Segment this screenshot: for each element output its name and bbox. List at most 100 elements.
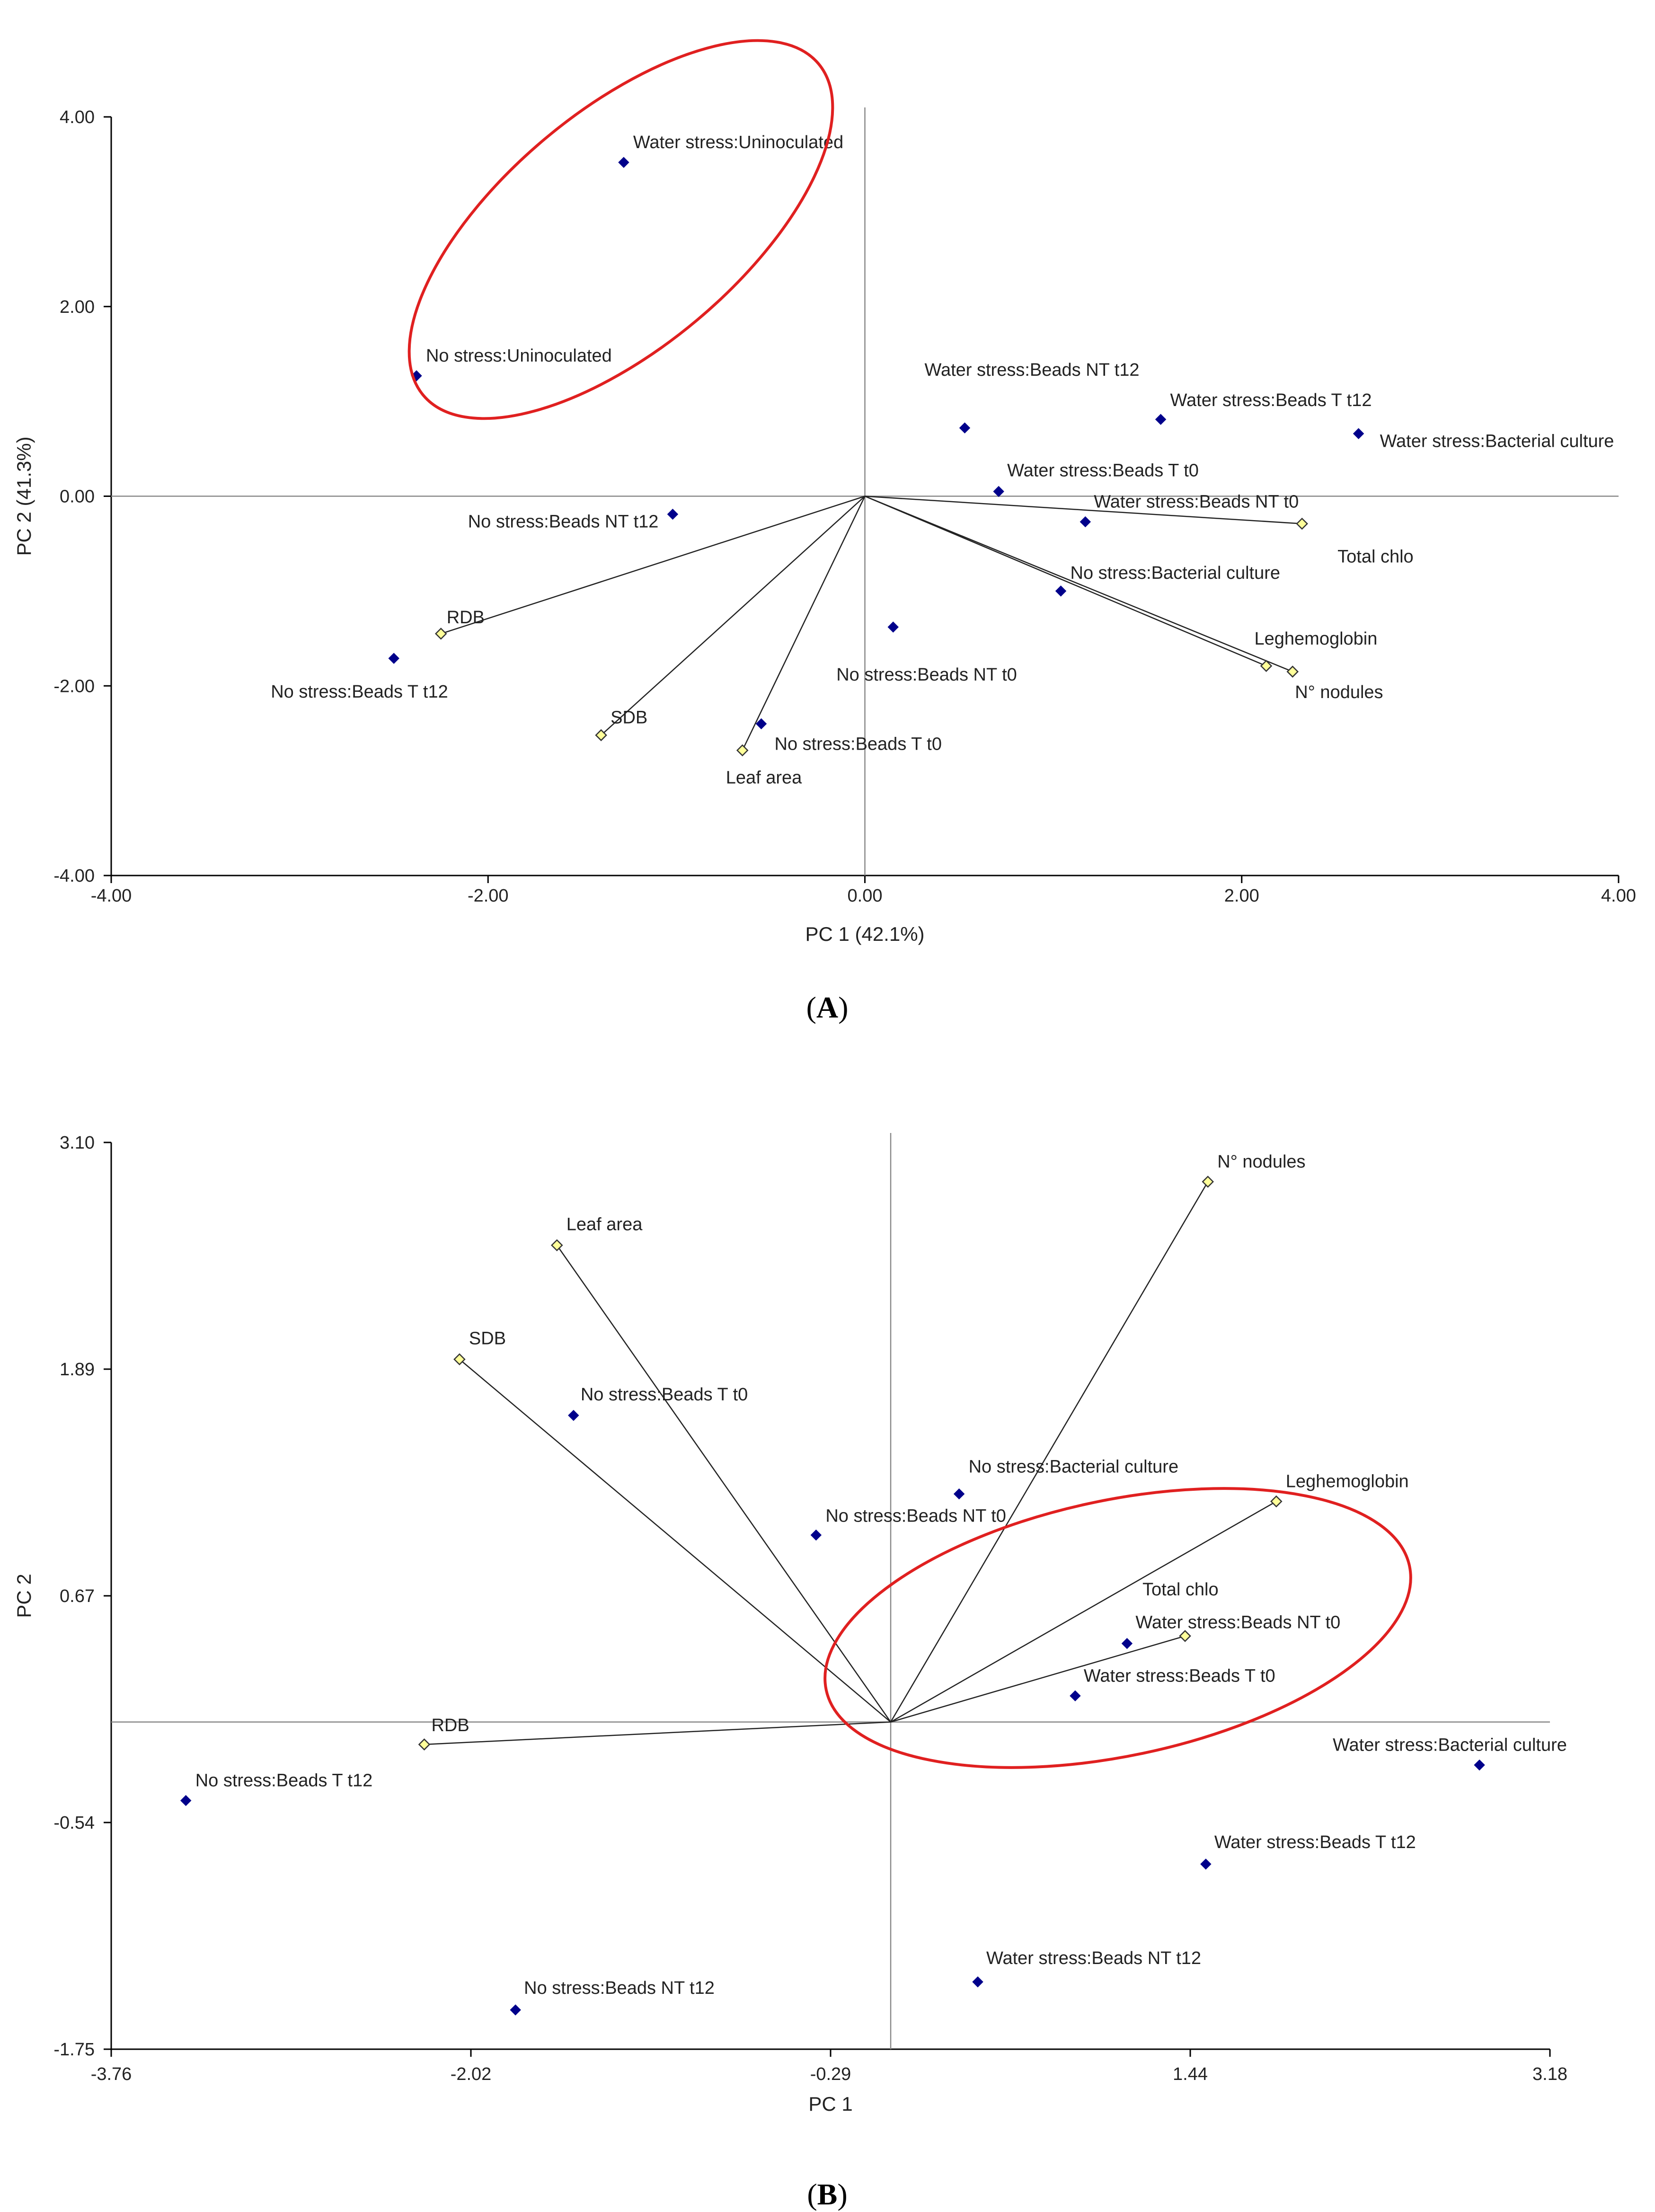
b-score-label-no-stress-beads-nt-t0: No stress:Beads NT t0 bbox=[825, 1506, 1006, 1526]
b-x-tick-label: -2.02 bbox=[451, 2064, 492, 2084]
b-y-tick-label: 0.67 bbox=[60, 1586, 95, 1606]
a-loading-vector-sdb bbox=[601, 495, 866, 736]
b-score-label-no-stress-beads-t-t12: No stress:Beads T t12 bbox=[195, 1771, 373, 1791]
panel-a-biplot: -4.00 -2.00 0.00 2.00 4.00 -4.00 -2.00 0.00 2.00… bbox=[13, 39, 1636, 945]
a-score-point-water-stress-beads-nt-t12 bbox=[959, 422, 971, 434]
a-score-label-water-stress-bacterial-culture: Water stress:Bacterial culture bbox=[1380, 431, 1614, 451]
a-x-axis-title: PC 1 (42.1%) bbox=[805, 923, 924, 945]
b-x-tick-label: 1.44 bbox=[1173, 2064, 1208, 2084]
b-score-label-no-stress-beads-nt-t12: No stress:Beads NT t12 bbox=[524, 1978, 715, 1998]
a-loading-marker-total-chlo bbox=[1296, 517, 1308, 530]
a-loading-vector-leaf-area bbox=[742, 495, 866, 751]
b-highlight-ellipse bbox=[823, 1487, 1412, 1769]
a-loading-label-leghemoglobin: Leghemoglobin bbox=[1255, 629, 1378, 649]
b-y-tick-label: 3.10 bbox=[60, 1133, 95, 1153]
a-x-tick-label: -4.00 bbox=[91, 886, 132, 906]
a-score-label-no-stress-beads-nt-t12: No stress:Beads NT t12 bbox=[468, 512, 659, 532]
b-loading-vector-sdb bbox=[459, 1359, 891, 1723]
b-loading-marker-rdb bbox=[418, 1738, 431, 1751]
b-loading-marker-total-chlo bbox=[1179, 1630, 1191, 1642]
b-loading-marker-sdb bbox=[453, 1353, 466, 1366]
b-x-tick-label: -3.76 bbox=[91, 2064, 132, 2084]
panel-a-caption: (A) bbox=[806, 991, 849, 1024]
b-score-label-water-stress-beads-t-t12: Water stress:Beads T t12 bbox=[1214, 1832, 1416, 1852]
b-y-tick-label: -1.75 bbox=[53, 2040, 95, 2060]
b-loading-label-rdb: RDB bbox=[431, 1716, 469, 1735]
a-loading-marker-rdb bbox=[434, 628, 447, 640]
b-loading-vector-leghemoglobin bbox=[890, 1501, 1277, 1723]
panel-b-caption-letter: B bbox=[817, 2177, 838, 2211]
b-score-point-water-stress-bacterial-culture bbox=[1474, 1759, 1485, 1771]
b-loading-vector-rdb bbox=[424, 1721, 891, 1745]
b-score-point-no-stress-beads-nt-t12 bbox=[510, 2004, 521, 2016]
b-score-point-no-stress-bacterial-culture bbox=[953, 1488, 965, 1500]
a-y-tick-label: 0.00 bbox=[60, 487, 95, 507]
a-y-tick-label: 2.00 bbox=[60, 297, 95, 317]
b-loading-label-leghemoglobin: Leghemoglobin bbox=[1286, 1471, 1409, 1491]
a-loading-marker-n-nodules bbox=[1286, 665, 1299, 678]
a-x-tick-label: -2.00 bbox=[468, 886, 509, 906]
b-x-axis-title: PC 1 bbox=[808, 2093, 852, 2115]
b-score-point-water-stress-beads-nt-t12 bbox=[972, 1976, 983, 1988]
a-y-tick-label: -4.00 bbox=[53, 866, 95, 886]
b-x-tick-label: -0.29 bbox=[810, 2064, 851, 2084]
b-loading-vector-total-chlo bbox=[890, 1635, 1186, 1723]
a-score-point-water-stress-beads-nt-t0 bbox=[1080, 516, 1091, 528]
b-y-axis-title: PC 2 bbox=[13, 1574, 35, 1618]
a-score-label-no-stress-beads-t-t12: No stress:Beads T t12 bbox=[271, 682, 448, 702]
b-loading-label-total-chlo: Total chlo bbox=[1142, 1580, 1219, 1600]
a-score-point-no-stress-beads-nt-t0 bbox=[887, 621, 899, 633]
b-score-label-water-stress-beads-t-t0: Water stress:Beads T t0 bbox=[1084, 1666, 1275, 1686]
panel-a-caption-letter: A bbox=[816, 991, 838, 1024]
a-score-point-water-stress-beads-t-t0 bbox=[993, 486, 1004, 497]
a-score-label-no-stress-beads-nt-t0: No stress:Beads NT t0 bbox=[836, 665, 1017, 685]
a-loading-marker-leaf-area bbox=[736, 744, 749, 757]
a-score-label-no-stress-bacterial-culture: No stress:Bacterial culture bbox=[1071, 563, 1281, 583]
b-loading-marker-leghemoglobin bbox=[1270, 1495, 1283, 1508]
a-score-label-water-stress-beads-nt-t12: Water stress:Beads NT t12 bbox=[925, 360, 1140, 380]
b-score-point-water-stress-beads-t-t0 bbox=[1070, 1690, 1081, 1702]
a-score-label-water-stress-uninoculated: Water stress:Uninoculated bbox=[633, 133, 843, 152]
a-x-tick-label: 0.00 bbox=[848, 886, 883, 906]
b-score-label-water-stress-bacterial-culture: Water stress:Bacterial culture bbox=[1333, 1735, 1567, 1755]
a-score-point-no-stress-beads-t-t0 bbox=[755, 718, 767, 730]
a-loading-vector-n-nodules bbox=[865, 495, 1293, 672]
a-loading-vector-rdb bbox=[441, 495, 865, 635]
a-score-label-water-stress-beads-nt-t0: Water stress:Beads NT t0 bbox=[1094, 492, 1299, 512]
a-score-label-water-stress-beads-t-t12: Water stress:Beads T t12 bbox=[1170, 390, 1372, 410]
b-loading-label-leaf-area: Leaf area bbox=[566, 1214, 643, 1234]
b-score-label-no-stress-bacterial-culture: No stress:Bacterial culture bbox=[969, 1457, 1179, 1477]
a-highlight-ellipse bbox=[407, 39, 834, 420]
b-y-tick-label: 1.89 bbox=[60, 1360, 95, 1380]
a-score-label-no-stress-beads-t-t0: No stress:Beads T t0 bbox=[775, 734, 942, 754]
b-loading-vector-n-nodules bbox=[890, 1181, 1209, 1723]
a-y-tick-label: 4.00 bbox=[60, 107, 95, 127]
b-loading-label-sdb: SDB bbox=[469, 1328, 506, 1348]
b-y-tick-label: -0.54 bbox=[53, 1813, 95, 1833]
a-score-point-no-stress-bacterial-culture bbox=[1055, 585, 1067, 597]
a-loading-label-n-nodules: N° nodules bbox=[1295, 682, 1383, 702]
b-score-label-no-stress-beads-t-t0: No stress:Beads T t0 bbox=[581, 1385, 748, 1405]
a-score-point-water-stress-beads-t-t12 bbox=[1155, 414, 1167, 425]
b-score-point-water-stress-beads-t-t12 bbox=[1200, 1858, 1212, 1870]
b-loading-marker-n-nodules bbox=[1202, 1176, 1214, 1188]
a-score-point-water-stress-bacterial-culture bbox=[1353, 428, 1364, 439]
a-loading-label-total-chlo: Total chlo bbox=[1337, 547, 1414, 567]
b-score-label-water-stress-beads-nt-t12: Water stress:Beads NT t12 bbox=[986, 1948, 1201, 1968]
panel-b-caption: (B) bbox=[807, 2177, 847, 2211]
panel-b-biplot: -3.76 -2.02 -0.29 1.44 3.18 -1.75 -0.54 0.67 1.8… bbox=[13, 1133, 1567, 2115]
b-score-point-no-stress-beads-nt-t0 bbox=[810, 1529, 822, 1541]
b-score-point-water-stress-beads-nt-t0 bbox=[1121, 1638, 1133, 1649]
a-loading-label-rdb: RDB bbox=[447, 608, 485, 628]
a-loading-vector-total-chlo bbox=[865, 495, 1302, 524]
b-score-label-water-stress-beads-nt-t0: Water stress:Beads NT t0 bbox=[1135, 1613, 1340, 1633]
a-y-axis-title: PC 2 (41.3%) bbox=[13, 436, 35, 556]
a-loading-label-leaf-area: Leaf area bbox=[726, 768, 802, 788]
b-score-point-no-stress-beads-t-t0 bbox=[568, 1410, 579, 1421]
b-score-point-no-stress-beads-t-t12 bbox=[180, 1795, 192, 1806]
a-score-point-water-stress-uninoculated bbox=[618, 157, 629, 168]
b-loading-marker-leaf-area bbox=[551, 1239, 563, 1252]
b-loading-label-n-nodules: N° nodules bbox=[1217, 1152, 1305, 1172]
a-score-point-no-stress-beads-t-t12 bbox=[388, 653, 399, 664]
